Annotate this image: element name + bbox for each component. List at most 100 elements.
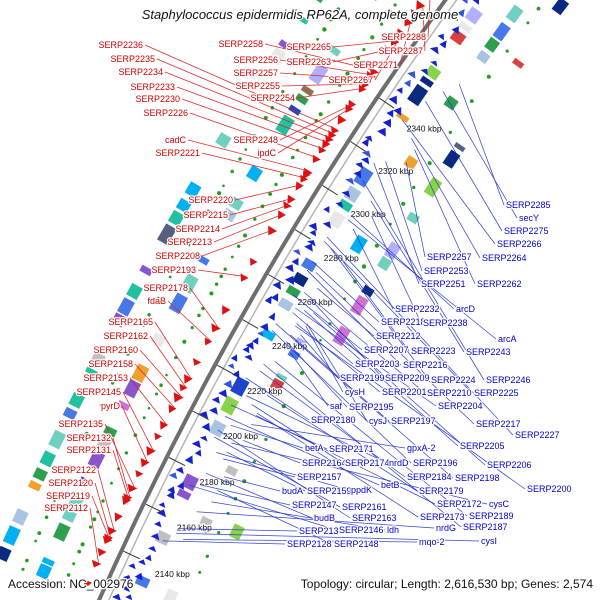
gene-label-SERP2199[interactable]: SERP2199 [339, 372, 386, 385]
gene-label-cysH[interactable]: cysH [344, 386, 367, 399]
gene-label-nrdD[interactable]: nrdD [388, 457, 411, 470]
gene-label-SERP2212[interactable]: SERP2212 [375, 330, 422, 343]
gene-label-SERP2213[interactable]: SERP2213 [166, 236, 213, 249]
gene-label-SERP2189[interactable]: SERP2189 [468, 510, 515, 523]
gene-label-gpxA-2[interactable]: gpxA-2 [406, 442, 437, 455]
gene-label-SERP2257[interactable]: SERP2257 [426, 251, 473, 264]
gene-label-SERP2165[interactable]: SERP2165 [107, 316, 154, 329]
gene-label-SERP2120[interactable]: SERP2120 [47, 477, 94, 490]
gene-label-SERP2171[interactable]: SERP2171 [328, 443, 375, 456]
gene-label-SERP2226[interactable]: SERP2226 [142, 107, 189, 120]
gene-label-saf[interactable]: saf [329, 400, 344, 413]
gene-label-SERP2262[interactable]: SERP2262 [476, 278, 523, 291]
gene-label-SERP2230[interactable]: SERP2230 [134, 93, 181, 106]
gene-label-SERP2266[interactable]: SERP2266 [496, 238, 543, 251]
gene-label-SERP2267[interactable]: SERP2267 [327, 74, 374, 87]
gene-label-SERP2205[interactable]: SERP2205 [459, 440, 506, 453]
gene-label-nrdG[interactable]: nrdG [435, 522, 458, 535]
gene-label-SERP2133[interactable]: SERP2133 [298, 525, 345, 538]
gene-label-budB[interactable]: budB [313, 512, 337, 525]
gene-label-SERP2160[interactable]: SERP2160 [92, 344, 139, 357]
gene-label-SERP2159[interactable]: SERP2159 [306, 485, 353, 498]
gene-label-arcA[interactable]: arcA [497, 333, 518, 346]
gene-label-ppdK[interactable]: ppdK [350, 484, 374, 497]
gene-label-SERP2203[interactable]: SERP2203 [354, 358, 401, 371]
gene-label-SERP2257[interactable]: SERP2257 [232, 67, 279, 80]
gene-label-SERP2233[interactable]: SERP2233 [129, 81, 176, 94]
gene-label-SERP2248[interactable]: SERP2248 [232, 134, 279, 147]
gene-label-SERP2201[interactable]: SERP2201 [381, 386, 428, 399]
gene-label-SERP2206[interactable]: SERP2206 [486, 459, 533, 472]
gene-label-SERP2236[interactable]: SERP2236 [97, 39, 144, 52]
gene-label-SERP2225[interactable]: SERP2225 [473, 387, 520, 400]
gene-label-SERP2197[interactable]: SERP2197 [390, 415, 437, 428]
gene-label-SERP2263[interactable]: SERP2263 [285, 56, 332, 69]
gene-label-SERP2132[interactable]: SERP2132 [65, 432, 112, 445]
gene-label-SERP2131[interactable]: SERP2131 [65, 444, 112, 457]
gene-label-SERP2153[interactable]: SERP2153 [82, 372, 129, 385]
gene-label-SERP2193[interactable]: SERP2193 [150, 264, 197, 277]
gene-label-cysC[interactable]: cysC [488, 498, 511, 511]
gene-label-SERP2223[interactable]: SERP2223 [410, 345, 457, 358]
gene-label-SERP2158[interactable]: SERP2158 [87, 358, 134, 371]
gene-label-pyrD[interactable]: pyrD [100, 400, 122, 413]
gene-label-SERP2200[interactable]: SERP2200 [526, 483, 573, 496]
gene-label-SERP2264[interactable]: SERP2264 [481, 252, 528, 265]
gene-label-SERP2161[interactable]: SERP2161 [341, 501, 388, 514]
gene-label-SERP2196[interactable]: SERP2196 [412, 457, 459, 470]
gene-label-SERP2210[interactable]: SERP2210 [426, 387, 473, 400]
gene-label-SERP2254[interactable]: SERP2254 [249, 92, 296, 105]
gene-label-cysI[interactable]: cysI [480, 535, 499, 548]
gene-label-betB[interactable]: betB [380, 479, 401, 492]
gene-label-arcD[interactable]: arcD [455, 303, 477, 316]
gene-label-SERP2216[interactable]: SERP2216 [402, 359, 449, 372]
gene-label-SERP2251[interactable]: SERP2251 [420, 278, 467, 291]
gene-label-budA[interactable]: budA [281, 485, 305, 498]
gene-label-SERP2145[interactable]: SERP2145 [75, 386, 122, 399]
gene-label-SERP2184[interactable]: SERP2184 [406, 471, 453, 484]
gene-label-SERP2221[interactable]: SERP2221 [154, 147, 201, 160]
gene-label-SERP2179[interactable]: SERP2179 [418, 485, 465, 498]
gene-label-SERP2285[interactable]: SERP2285 [505, 199, 552, 212]
gene-label-SERP2255[interactable]: SERP2255 [234, 80, 281, 93]
gene-label-SERP2178[interactable]: SERP2178 [142, 282, 189, 295]
gene-label-SERP2122[interactable]: SERP2122 [50, 464, 97, 477]
gene-label-SERP2265[interactable]: SERP2265 [285, 41, 332, 54]
gene-label-SERP2173[interactable]: SERP2173 [419, 511, 466, 524]
gene-label-SERP2135[interactable]: SERP2135 [57, 418, 104, 431]
gene-label-SERP2163[interactable]: SERP2163 [351, 512, 398, 525]
gene-label-fdaB[interactable]: fdaB [146, 295, 167, 308]
gene-label-SERP2174[interactable]: SERP2174 [344, 457, 391, 470]
gene-label-SERP2209[interactable]: SERP2209 [384, 372, 431, 385]
gene-label-mqo-2[interactable]: mqo-2 [418, 536, 446, 549]
gene-label-betA[interactable]: betA [304, 442, 325, 455]
gene-label-SERP2146[interactable]: SERP2146 [338, 524, 385, 537]
gene-label-SERP2164[interactable]: SERP2164 [301, 457, 348, 470]
gene-label-cadC[interactable]: cadC [164, 134, 188, 147]
gene-label-SERP2187[interactable]: SERP2187 [462, 521, 509, 534]
gene-label-cysJ[interactable]: cysJ [368, 415, 389, 428]
gene-label-SERP2238[interactable]: SERP2238 [422, 317, 469, 330]
gene-label-SERP2243[interactable]: SERP2243 [465, 346, 512, 359]
gene-label-SERP2218[interactable]: SERP2218 [380, 316, 427, 329]
gene-label-SERP2198[interactable]: SERP2198 [454, 472, 501, 485]
gene-label-SERP2147[interactable]: SERP2147 [291, 499, 338, 512]
gene-label-SERP2224[interactable]: SERP2224 [430, 374, 477, 387]
gene-label-SERP2271[interactable]: SERP2271 [352, 59, 399, 72]
gene-label-SERP2162[interactable]: SERP2162 [102, 330, 149, 343]
gene-label-SERP2204[interactable]: SERP2204 [437, 400, 484, 413]
gene-label-SERP2256[interactable]: SERP2256 [232, 54, 279, 67]
gene-label-SERP2258[interactable]: SERP2258 [217, 38, 264, 51]
gene-label-SERP2287[interactable]: SERP2287 [377, 45, 424, 58]
gene-label-SERP2128[interactable]: SERP2128 [286, 538, 333, 551]
gene-label-SERP2232[interactable]: SERP2232 [394, 303, 441, 316]
gene-label-SERP2180[interactable]: SERP2180 [310, 414, 357, 427]
gene-label-SERP2208[interactable]: SERP2208 [154, 250, 201, 263]
gene-label-SERP2172[interactable]: SERP2172 [436, 498, 483, 511]
gene-label-SERP2234[interactable]: SERP2234 [117, 66, 164, 79]
gene-label-SERP2207[interactable]: SERP2207 [363, 344, 410, 357]
gene-label-SERP2195[interactable]: SERP2195 [348, 401, 395, 414]
gene-label-SERP2275[interactable]: SERP2275 [503, 225, 550, 238]
gene-label-SERP2148[interactable]: SERP2148 [333, 538, 380, 551]
gene-label-SERP2215[interactable]: SERP2215 [182, 209, 229, 222]
